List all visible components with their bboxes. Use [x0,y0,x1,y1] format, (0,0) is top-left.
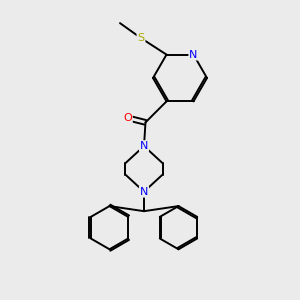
Text: N: N [140,187,148,197]
Text: S: S [137,33,145,43]
Text: N: N [140,141,148,151]
Text: O: O [123,113,132,123]
Text: N: N [189,50,198,60]
